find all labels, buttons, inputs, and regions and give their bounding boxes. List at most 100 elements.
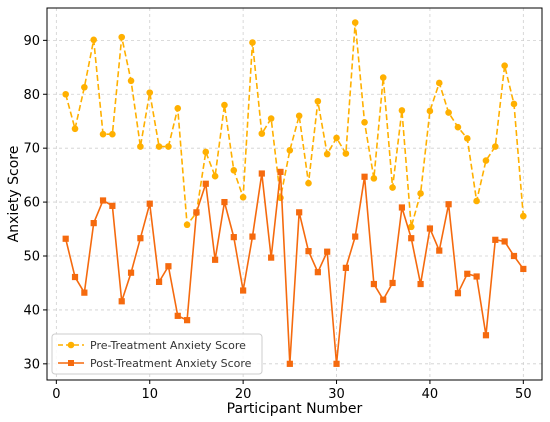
pre-treatment-point xyxy=(305,179,312,187)
post-treatment-point xyxy=(99,197,107,204)
legend-box xyxy=(51,333,263,375)
pre-treatment-point xyxy=(473,197,480,205)
pre-treatment-line xyxy=(64,21,525,228)
pre-treatment-point xyxy=(407,223,415,231)
post-treatment-point xyxy=(296,209,303,216)
post-treatment-point xyxy=(277,168,284,175)
pre-treatment-point xyxy=(435,79,443,87)
post-treatment-point xyxy=(305,248,312,255)
legend-entry-post-treatment: Post-Treatment Anxiety Score xyxy=(58,357,252,370)
pre-treatment-point xyxy=(146,89,154,96)
post-treatment-point xyxy=(268,254,275,261)
post-treatment-point xyxy=(408,235,415,242)
x-tick-label: 30 xyxy=(328,387,345,402)
post-treatment-point xyxy=(146,200,153,207)
post-treatment-point xyxy=(492,236,499,243)
legend: Pre-Treatment Anxiety Score Post-Treatme… xyxy=(51,333,263,375)
post-treatment-point xyxy=(342,264,349,271)
y-tick-label: 90 xyxy=(23,34,40,49)
post-treatment-point xyxy=(165,263,172,270)
x-axis-label: Participant Number xyxy=(227,401,363,417)
x-tick-label: 50 xyxy=(515,387,532,402)
pre-treatment-point xyxy=(314,97,322,105)
post-treatment-point xyxy=(230,234,237,241)
post-treatment-point xyxy=(436,247,443,254)
pre-treatment-point xyxy=(445,109,452,116)
legend-label: Pre-Treatment Anxiety Score xyxy=(90,339,246,352)
pre-treatment-point xyxy=(323,150,331,158)
pre-treatment-point xyxy=(221,101,228,109)
pre-treatment-point xyxy=(137,143,144,150)
pre-treatment-point xyxy=(351,19,359,26)
pre-treatment-point xyxy=(174,104,182,112)
series-pre-treatment xyxy=(62,19,527,231)
post-treatment-point xyxy=(202,180,209,187)
pre-treatment-point xyxy=(295,112,303,120)
legend-label: Post-Treatment Anxiety Score xyxy=(90,357,252,370)
legend-entry-pre-treatment: Pre-Treatment Anxiety Score xyxy=(58,339,246,352)
pre-treatment-point xyxy=(165,143,172,150)
pre-treatment-point xyxy=(230,166,238,174)
pre-treatment-point xyxy=(211,172,219,180)
post-treatment-point xyxy=(155,278,163,285)
pre-treatment-point xyxy=(258,130,266,137)
x-tick-label: 20 xyxy=(235,387,252,402)
post-treatment-point xyxy=(314,269,321,276)
post-treatment-point xyxy=(510,252,518,260)
post-treatment-point xyxy=(473,273,480,280)
pre-treatment-point xyxy=(155,143,163,150)
post-treatment-point xyxy=(109,202,116,209)
post-treatment-point xyxy=(417,280,424,288)
post-treatment-point xyxy=(62,235,69,242)
pre-treatment-point xyxy=(361,118,368,126)
post-treatment-point xyxy=(127,269,135,276)
y-tick-label: 50 xyxy=(23,250,40,265)
y-tick-label: 80 xyxy=(23,88,40,103)
post-treatment-point xyxy=(183,317,191,324)
post-treatment-point xyxy=(212,256,219,263)
post-treatment-point xyxy=(352,233,359,240)
pre-treatment-point xyxy=(62,90,69,98)
pre-treatment-point xyxy=(249,39,256,46)
post-treatment-point xyxy=(258,170,265,177)
post-treatment-point xyxy=(454,290,462,297)
y-axis-label: Anxiety Score xyxy=(6,146,22,243)
pre-treatment-point xyxy=(183,221,191,229)
pre-treatment-point xyxy=(239,193,247,201)
pre-treatment-point xyxy=(90,36,97,44)
post-treatment-point xyxy=(482,332,490,339)
pre-treatment-point xyxy=(71,125,79,133)
post-treatment-point xyxy=(90,220,97,227)
x-tick-label: 0 xyxy=(52,387,60,402)
pre-treatment-point xyxy=(520,212,527,220)
post-treatment-point xyxy=(370,280,377,288)
y-tick-label: 60 xyxy=(23,196,40,211)
post-treatment-point xyxy=(324,248,331,255)
y-tick-label: 40 xyxy=(23,303,40,318)
post-treatment-point xyxy=(380,296,387,303)
grid xyxy=(47,8,542,380)
pre-treatment-point xyxy=(398,107,406,114)
post-treatment-point xyxy=(464,270,471,277)
pre-treatment-point xyxy=(379,74,387,81)
pre-treatment-point xyxy=(510,100,518,108)
x-tick-label: 10 xyxy=(141,387,158,402)
pre-treatment-point xyxy=(127,77,135,85)
post-treatment-point xyxy=(71,273,79,281)
pre-treatment-point xyxy=(482,157,490,164)
post-treatment-point xyxy=(81,289,88,296)
pre-treatment-point xyxy=(118,33,126,41)
post-treatment-point xyxy=(137,235,144,242)
post-treatment-point xyxy=(520,265,527,273)
post-treatment-point xyxy=(426,225,434,232)
post-treatment-point xyxy=(174,312,181,319)
series-post-treatment xyxy=(62,168,527,367)
post-treatment-point xyxy=(398,204,406,211)
y-tick-label: 30 xyxy=(23,357,40,372)
post-treatment-point xyxy=(221,198,228,206)
x-tick-label: 40 xyxy=(422,387,439,402)
legend-marker xyxy=(68,360,74,366)
plot-frame xyxy=(46,7,543,381)
post-treatment-point xyxy=(240,287,247,294)
pre-treatment-point xyxy=(492,143,499,150)
